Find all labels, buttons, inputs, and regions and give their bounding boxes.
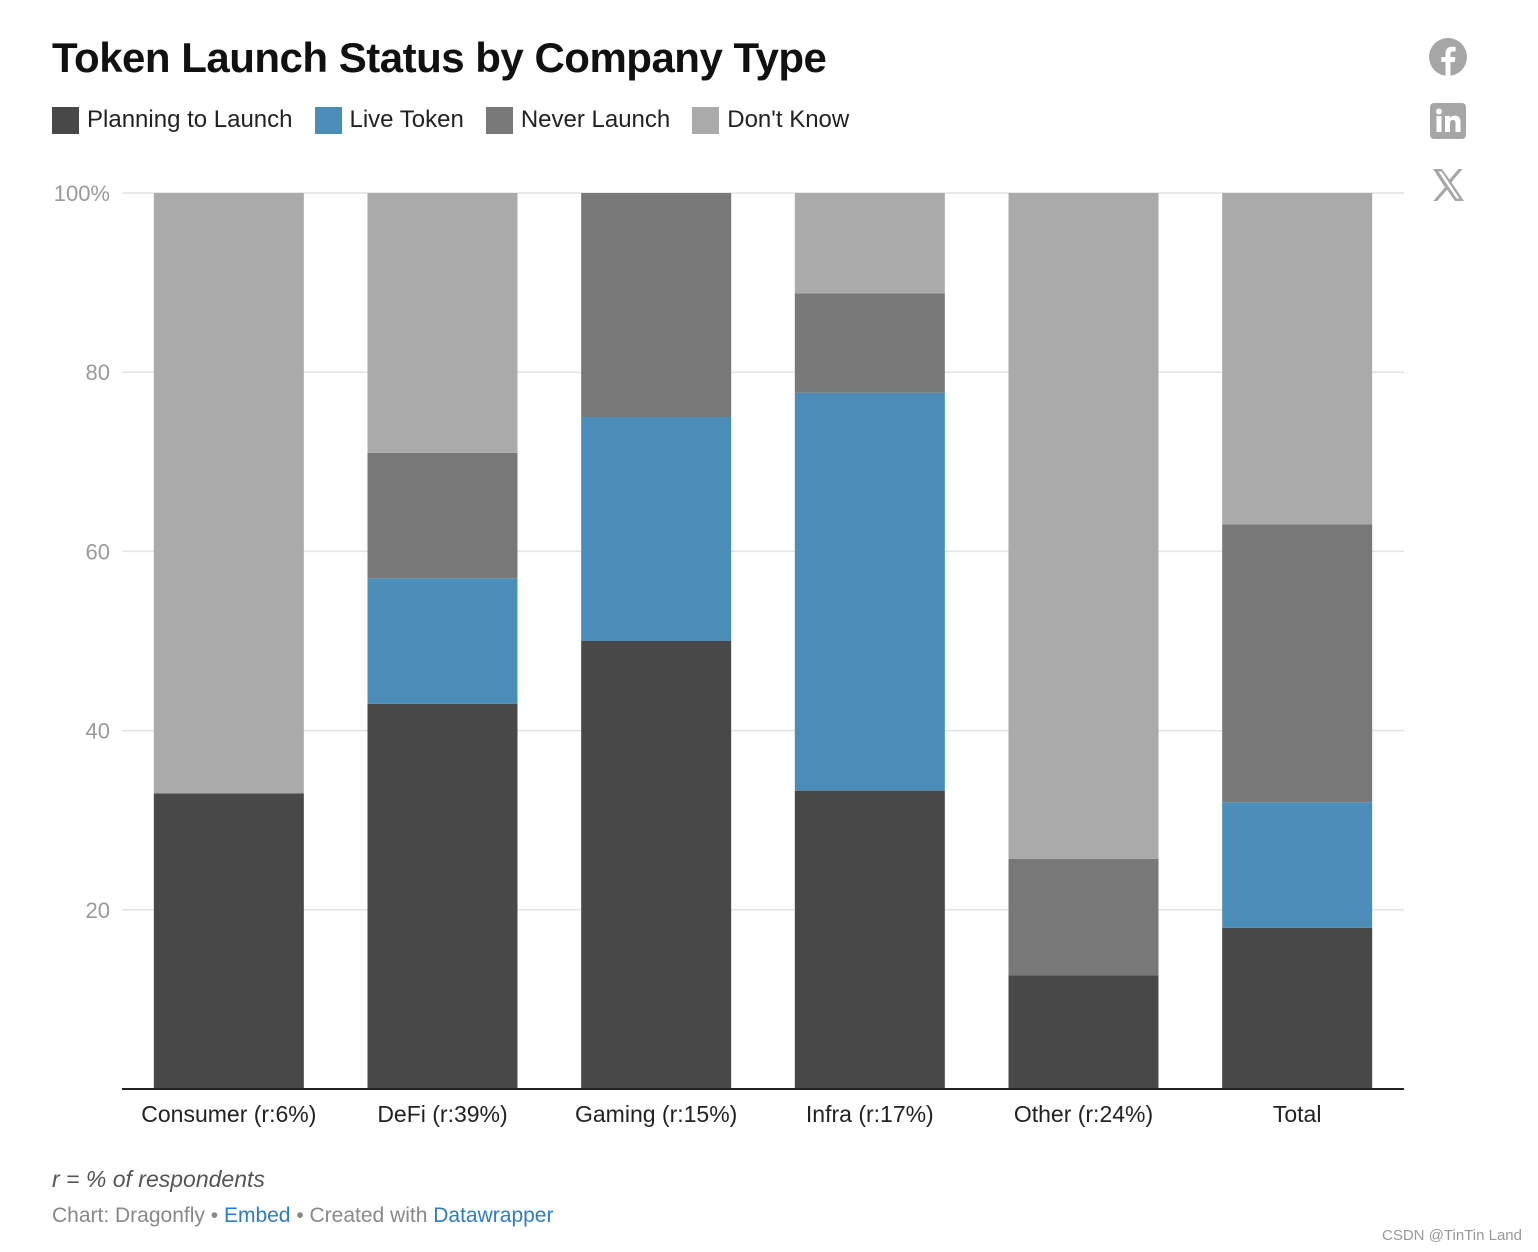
- bar-segment: [153, 193, 304, 794]
- legend-item-never: Never Launch: [485, 106, 671, 134]
- bar-segment: [581, 193, 732, 417]
- x-tick-label: Total: [1273, 1101, 1322, 1127]
- bar-segment: [794, 193, 945, 294]
- x-icon[interactable]: [1428, 165, 1468, 205]
- legend-label-planning: Planning to Launch: [87, 106, 293, 133]
- legend: Planning to Launch Live Token Never Laun…: [52, 106, 849, 134]
- facebook-icon[interactable]: [1428, 37, 1468, 77]
- legend-label-dontknow: Don't Know: [727, 106, 850, 133]
- credits: Chart: Dragonfly • Embed • Created with …: [52, 1204, 553, 1228]
- bar-segment: [367, 193, 518, 453]
- bar-segment: [367, 452, 518, 579]
- y-tick-label: 100%: [54, 181, 110, 206]
- x-tick-label: DeFi (r:39%): [377, 1101, 507, 1127]
- embed-link[interactable]: Embed: [223, 1204, 291, 1227]
- bars: [153, 193, 1373, 1089]
- linkedin-icon[interactable]: [1428, 101, 1468, 141]
- y-tick-label: 20: [86, 898, 110, 923]
- bar-segment: [1222, 524, 1373, 803]
- legend-item-live: Live Token: [314, 106, 464, 134]
- watermark: CSDN @TinTin Land: [1382, 1227, 1522, 1244]
- legend-swatch-never: [485, 106, 513, 134]
- bar-segment: [367, 578, 518, 704]
- bar-segment: [1222, 927, 1373, 1089]
- bar-segment: [1222, 193, 1373, 525]
- bar-segment: [1008, 193, 1159, 859]
- bar-segment: [794, 293, 945, 393]
- bar-segment: [794, 790, 945, 1089]
- bar-segment: [153, 793, 304, 1089]
- x-tick-label: Infra (r:17%): [806, 1101, 934, 1127]
- created-with-label: Created with: [309, 1204, 428, 1227]
- legend-label-never: Never Launch: [520, 106, 671, 133]
- bar-segment: [367, 703, 518, 1089]
- bar-segment: [794, 392, 945, 791]
- chart-title: Token Launch Status by Company Type: [52, 34, 827, 81]
- legend-item-dontknow: Don't Know: [692, 106, 849, 134]
- x-tick-label: Gaming (r:15%): [575, 1101, 737, 1127]
- y-tick-label: 80: [86, 360, 110, 385]
- legend-swatch-dontknow: [692, 106, 720, 134]
- x-tick-label: Consumer (r:6%): [141, 1101, 316, 1127]
- bar-segment: [1008, 858, 1159, 976]
- datawrapper-link[interactable]: Datawrapper: [433, 1204, 554, 1227]
- x-axis-labels: Consumer (r:6%) DeFi (r:39%) Gaming (r:15%…: [141, 1101, 1321, 1127]
- legend-label-live: Live Token: [349, 106, 464, 133]
- separator: •: [290, 1204, 310, 1227]
- source-label: Chart: Dragonfly: [52, 1204, 205, 1227]
- bar-segment: [1222, 802, 1373, 928]
- bar-segment: [1008, 975, 1159, 1089]
- bar-segment: [581, 641, 732, 1089]
- legend-item-planning: Planning to Launch: [52, 106, 293, 134]
- y-tick-label: 60: [86, 539, 110, 564]
- gridlines: [122, 192, 1404, 911]
- y-axis-ticks: 20 40 60 80 100%: [54, 181, 110, 923]
- x-tick-label: Other (r:24%): [1014, 1101, 1153, 1127]
- legend-swatch-planning: [52, 106, 79, 134]
- footnote: r = % of respondents: [52, 1166, 265, 1192]
- legend-swatch-live: [314, 106, 342, 134]
- bar-segment: [581, 417, 732, 641]
- separator: •: [204, 1204, 224, 1227]
- y-tick-label: 40: [86, 719, 110, 744]
